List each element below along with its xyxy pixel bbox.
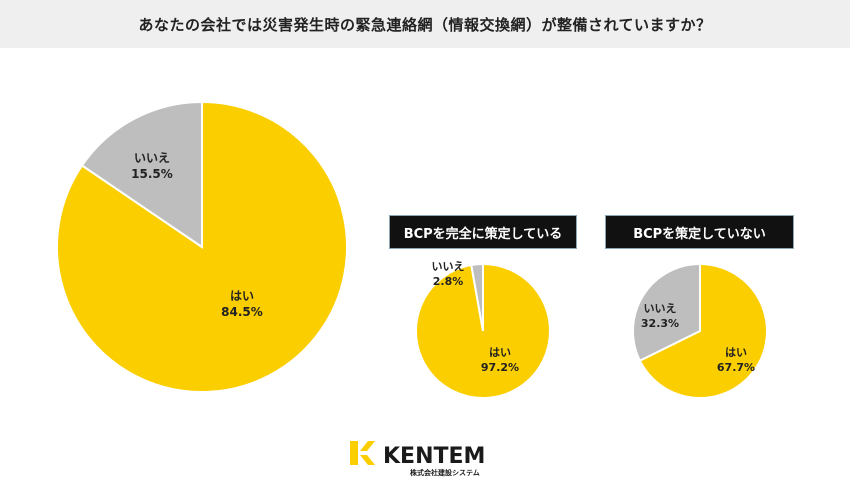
pie-2-value-no: 32.3% [641,317,679,330]
logo-name: KENTEM [383,444,485,469]
page-title: あなたの会社では災害発生時の緊急連絡網（情報交換網）が整備されていますか？ [138,15,712,34]
pie-1-label-no: いいえ [432,260,465,273]
logo-tagline: 株式会社建設システム [410,468,480,477]
kentem-logo-mark-icon [350,441,375,465]
pie-0-label-no: いいえ [134,151,170,165]
pie-0-value-no: 15.5% [131,167,173,181]
pie-1-slice-no [470,262,484,332]
pie-2-value-yes: 67.7% [717,361,755,374]
pie-2-slice-yes [638,262,768,399]
chart-subtitle-bcp-none: BCPを策定していない [605,215,794,249]
chart-subtitle-bcp-complete: BCPを完全に策定している [389,215,577,249]
pie-0-label-yes: はい [230,289,254,303]
pie-0-value-yes: 84.5% [221,305,263,319]
pie-1-value-yes: 97.2% [481,361,519,374]
pie-0-slice-no [80,100,203,249]
title-bar: あなたの会社では災害発生時の緊急連絡網（情報交換網）が整備されていますか？ [0,0,850,48]
pie-2-label-no: いいえ [644,302,677,315]
pie-2-label-yes: はい [725,346,747,359]
pie-1-label-yes: はい [489,346,511,359]
pie-1-value-no: 2.8% [433,275,464,288]
kentem-logo: KENTEM 株式会社建設システム [350,441,485,477]
pie-2-slice-no [632,262,701,363]
